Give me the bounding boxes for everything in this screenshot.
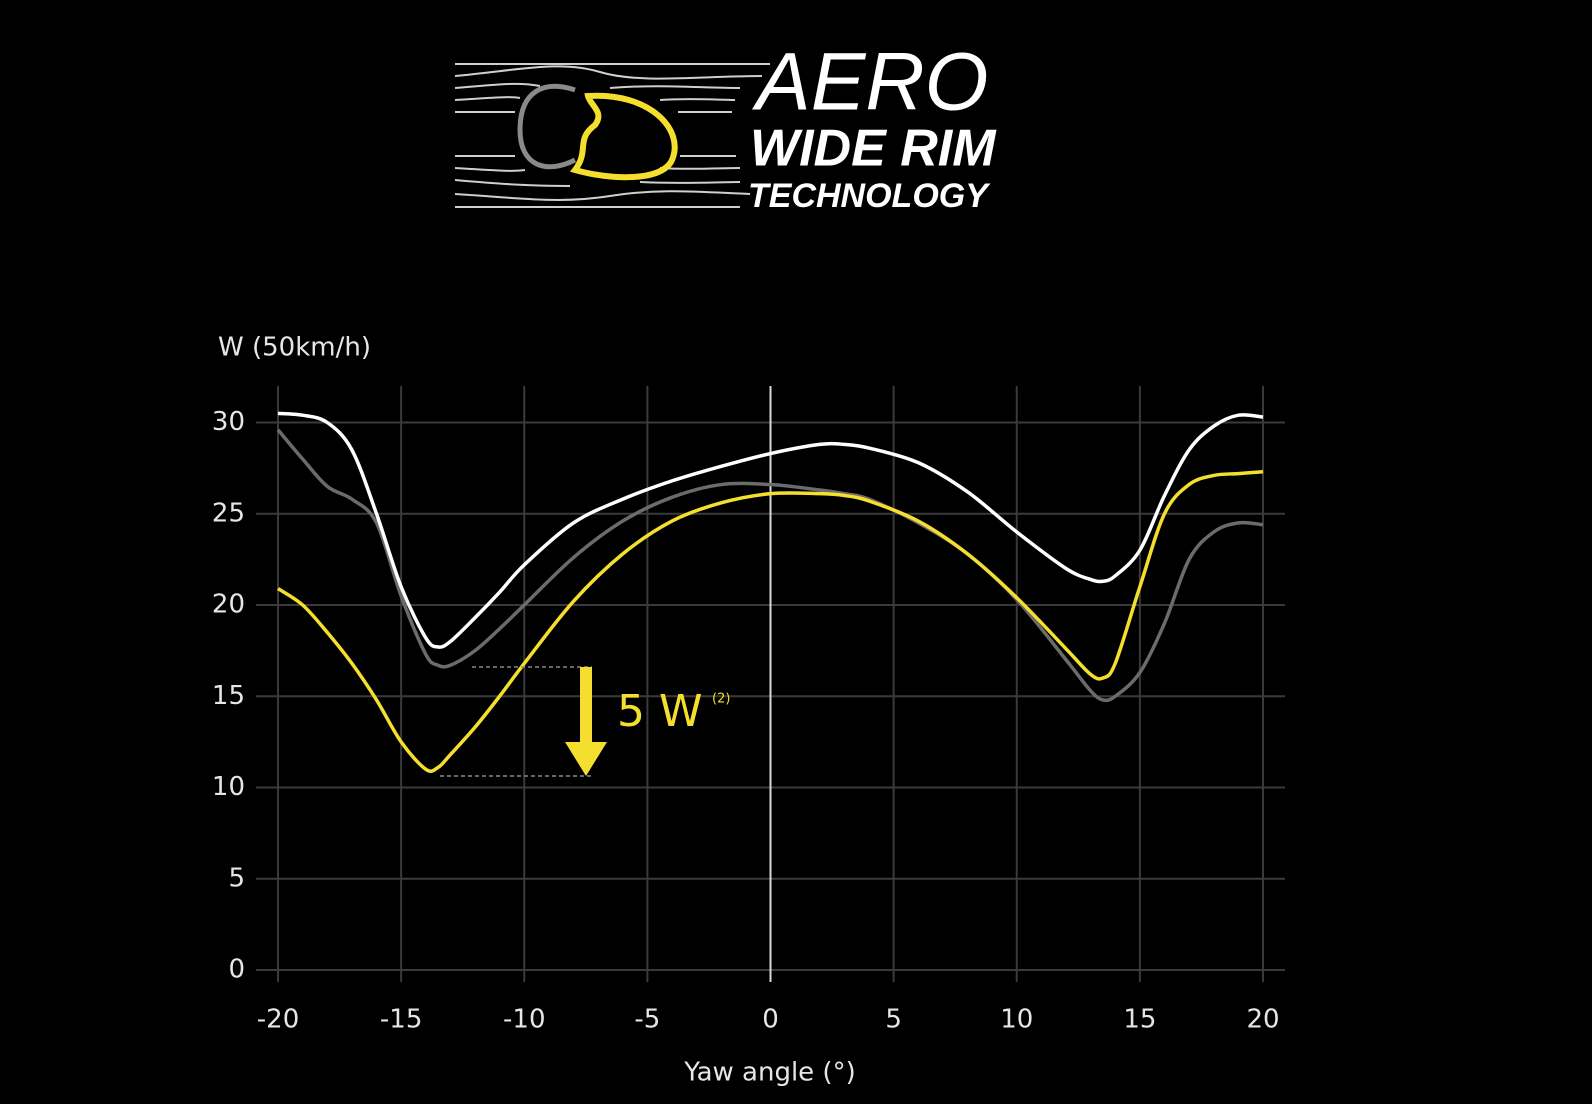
x-axis-label: Yaw angle (°) xyxy=(683,1058,855,1088)
x-tick-label: -15 xyxy=(380,1005,422,1035)
annotation-text: 5 W xyxy=(617,686,703,737)
rim-outline xyxy=(517,83,577,170)
arrow-shaft xyxy=(580,667,592,745)
y-tick-label: 15 xyxy=(212,681,245,711)
x-tick-label: 5 xyxy=(885,1005,902,1035)
annotation: 5 W (2) xyxy=(440,666,730,777)
logo-wide-rim: WIDE RIM xyxy=(750,120,997,178)
annotation-superscript: (2) xyxy=(712,692,730,707)
x-tick-label: -5 xyxy=(634,1005,660,1035)
y-tick-label: 20 xyxy=(212,590,245,620)
series-line xyxy=(277,470,1264,773)
logo xyxy=(454,63,770,208)
streamlines xyxy=(454,63,770,208)
series-line xyxy=(277,411,1264,649)
x-tick-label: -10 xyxy=(503,1005,545,1035)
logo-aero: AERO xyxy=(751,37,988,128)
y-tick-label: 25 xyxy=(212,498,245,528)
y-axis-label: W (50km/h) xyxy=(218,333,371,363)
x-tick-label: -20 xyxy=(257,1005,299,1035)
logo-technology: TECHNOLOGY xyxy=(748,177,991,215)
series-line xyxy=(276,428,1264,703)
axes: 0 5 10 15 20 25 30 -20 -15 -10 -5 0 5 10 15 20 xyxy=(212,386,1285,1035)
rim-profile xyxy=(569,92,678,181)
x-tick-label: 20 xyxy=(1246,1005,1279,1035)
x-tick-label: 10 xyxy=(1000,1005,1033,1035)
arrow-head xyxy=(565,742,607,776)
x-tick-label: 0 xyxy=(762,1005,779,1035)
y-tick-label: 5 xyxy=(228,863,245,893)
y-tick-label: 0 xyxy=(228,955,245,985)
x-tick-label: 15 xyxy=(1123,1005,1156,1035)
y-tick-label: 10 xyxy=(212,772,245,802)
y-tick-label: 30 xyxy=(212,407,245,437)
